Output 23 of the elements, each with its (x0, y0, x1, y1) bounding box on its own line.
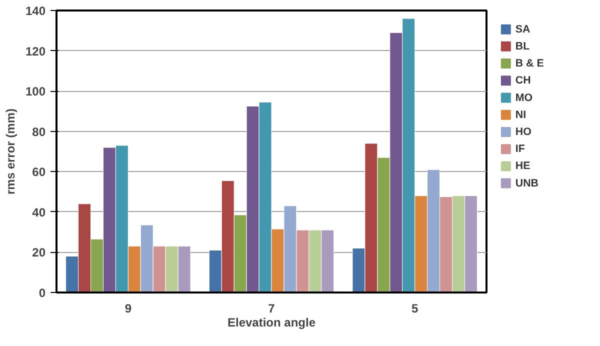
y-tick-label: 0 (38, 286, 46, 300)
legend-label: BL (515, 40, 530, 52)
legend-label: UNB (515, 177, 539, 190)
legend-label: SA (515, 23, 531, 36)
y-tick-label: 80 (32, 124, 46, 139)
y-tick-label: 120 (25, 44, 46, 58)
legend-label: CH (515, 74, 531, 87)
x-tick-label: 7 (268, 302, 276, 316)
y-tick-label: 100 (25, 84, 46, 99)
x-tick-label: 5 (411, 302, 418, 316)
legend-label: HE (515, 160, 530, 172)
legend-label: HO (515, 126, 532, 138)
legend-label: MO (515, 92, 533, 104)
y-tick-label: 140 (25, 4, 46, 18)
x-tick-label: 9 (124, 302, 132, 316)
y-tick-label: 20 (32, 246, 46, 260)
legend-label: IF (515, 143, 526, 156)
x-axis-title: Elevation angle (227, 316, 316, 330)
y-tick-label: 40 (32, 205, 46, 220)
legend-label: B & E (515, 58, 544, 70)
legend-label: NI (515, 108, 526, 121)
y-tick-label: 60 (32, 165, 46, 180)
y-axis-title: rms error (mm) (3, 108, 18, 195)
